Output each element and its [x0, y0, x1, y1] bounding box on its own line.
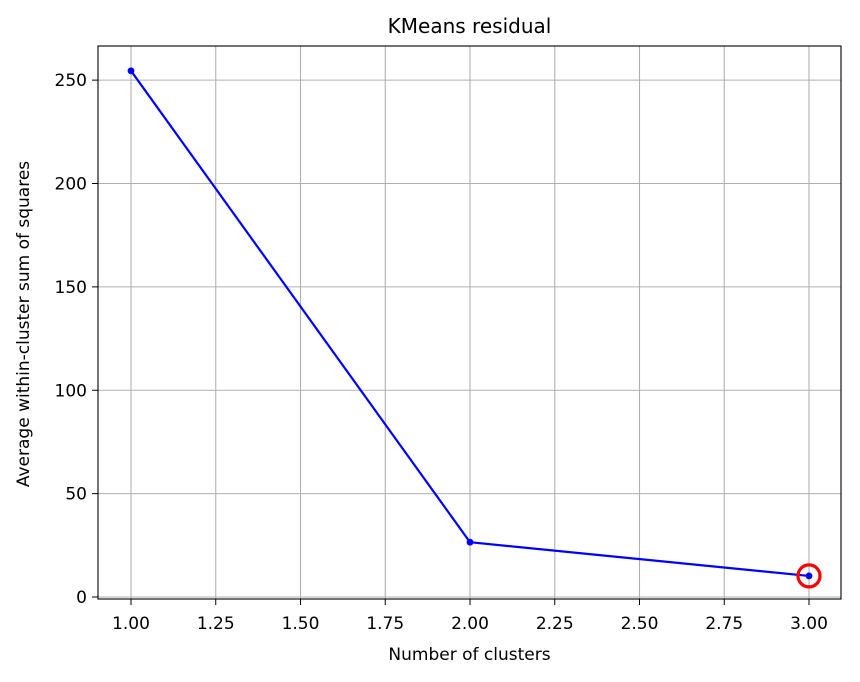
data-point: [466, 538, 474, 546]
x-tick-label: 2.50: [621, 614, 659, 634]
y-axis-label: Average within-cluster sum of squares: [14, 161, 34, 487]
y-tick-label: 50: [65, 485, 87, 505]
x-tick-label: 3.00: [790, 614, 828, 634]
x-tick-label: 2.75: [705, 614, 743, 634]
data-point: [127, 67, 135, 75]
grid-layer: [98, 46, 841, 599]
y-tick-label: 0: [76, 588, 87, 608]
x-tick-label: 1.00: [112, 614, 150, 634]
y-tick-label: 200: [55, 175, 87, 195]
series-layer: [127, 67, 822, 589]
x-tick-label: 1.75: [366, 614, 404, 634]
x-tick-label: 2.00: [451, 614, 489, 634]
x-tick-label: 1.25: [197, 614, 235, 634]
data-point: [805, 572, 813, 580]
x-axis-label: Number of clusters: [388, 645, 550, 665]
y-tick-label: 250: [55, 71, 87, 91]
x-tick-label: 2.25: [536, 614, 574, 634]
y-tick-label: 150: [55, 278, 87, 298]
tick-layer: 1.00 1.25 1.50 1.75 2.00 2.25 2.50 2.75 3.00 0 50 1…: [55, 71, 828, 634]
chart-title: KMeans residual: [388, 14, 552, 38]
x-tick-label: 1.50: [282, 614, 320, 634]
highlight-marker: [796, 563, 822, 589]
y-tick-label: 100: [55, 381, 87, 401]
